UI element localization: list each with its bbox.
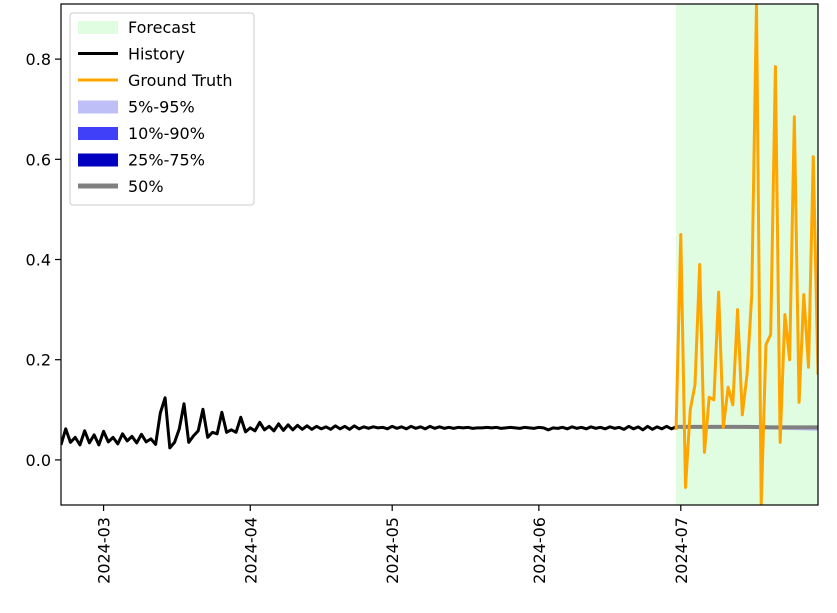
- legend: Forecast History Ground Truth 5%-95% 10%-90%…: [69, 12, 255, 206]
- y-tick-label: 0.4: [26, 251, 51, 270]
- legend-swatch-5-95-: [78, 100, 118, 114]
- x-tick-label: 2024-06: [530, 517, 549, 584]
- legend-swatch-10-90-: [78, 127, 118, 140]
- legend-label-forecast: Forecast: [128, 18, 196, 37]
- x-tick-label: 2024-05: [383, 517, 402, 584]
- legend-label-25-75-: 25%-75%: [128, 151, 205, 170]
- legend-label-ground-truth: Ground Truth: [128, 71, 233, 90]
- x-tick-label: 2024-04: [241, 517, 260, 584]
- legend-swatch-forecast: [78, 21, 118, 34]
- series-line-50-: [676, 424, 818, 430]
- x-tick-label: 2024-07: [672, 517, 691, 584]
- series-line-ground-truth: [674, 4, 818, 505]
- y-tick-label: 0.2: [26, 351, 51, 370]
- legend-swatch-25-75-: [78, 153, 118, 167]
- legend-label-50-: 50%: [128, 177, 164, 196]
- y-tick-label: 0.8: [26, 50, 51, 69]
- legend-label-5-95-: 5%-95%: [128, 98, 195, 117]
- y-tick-label: 0.6: [26, 150, 51, 169]
- forecast-region: [676, 4, 818, 505]
- x-tick-label: 2024-03: [95, 517, 114, 584]
- legend-label-10-90-: 10%-90%: [128, 124, 205, 143]
- y-tick-label: 0.0: [26, 451, 51, 470]
- legend-label-history: History: [128, 45, 185, 64]
- axes-frame: [60, 3, 819, 506]
- series-line-history: [61, 396, 677, 450]
